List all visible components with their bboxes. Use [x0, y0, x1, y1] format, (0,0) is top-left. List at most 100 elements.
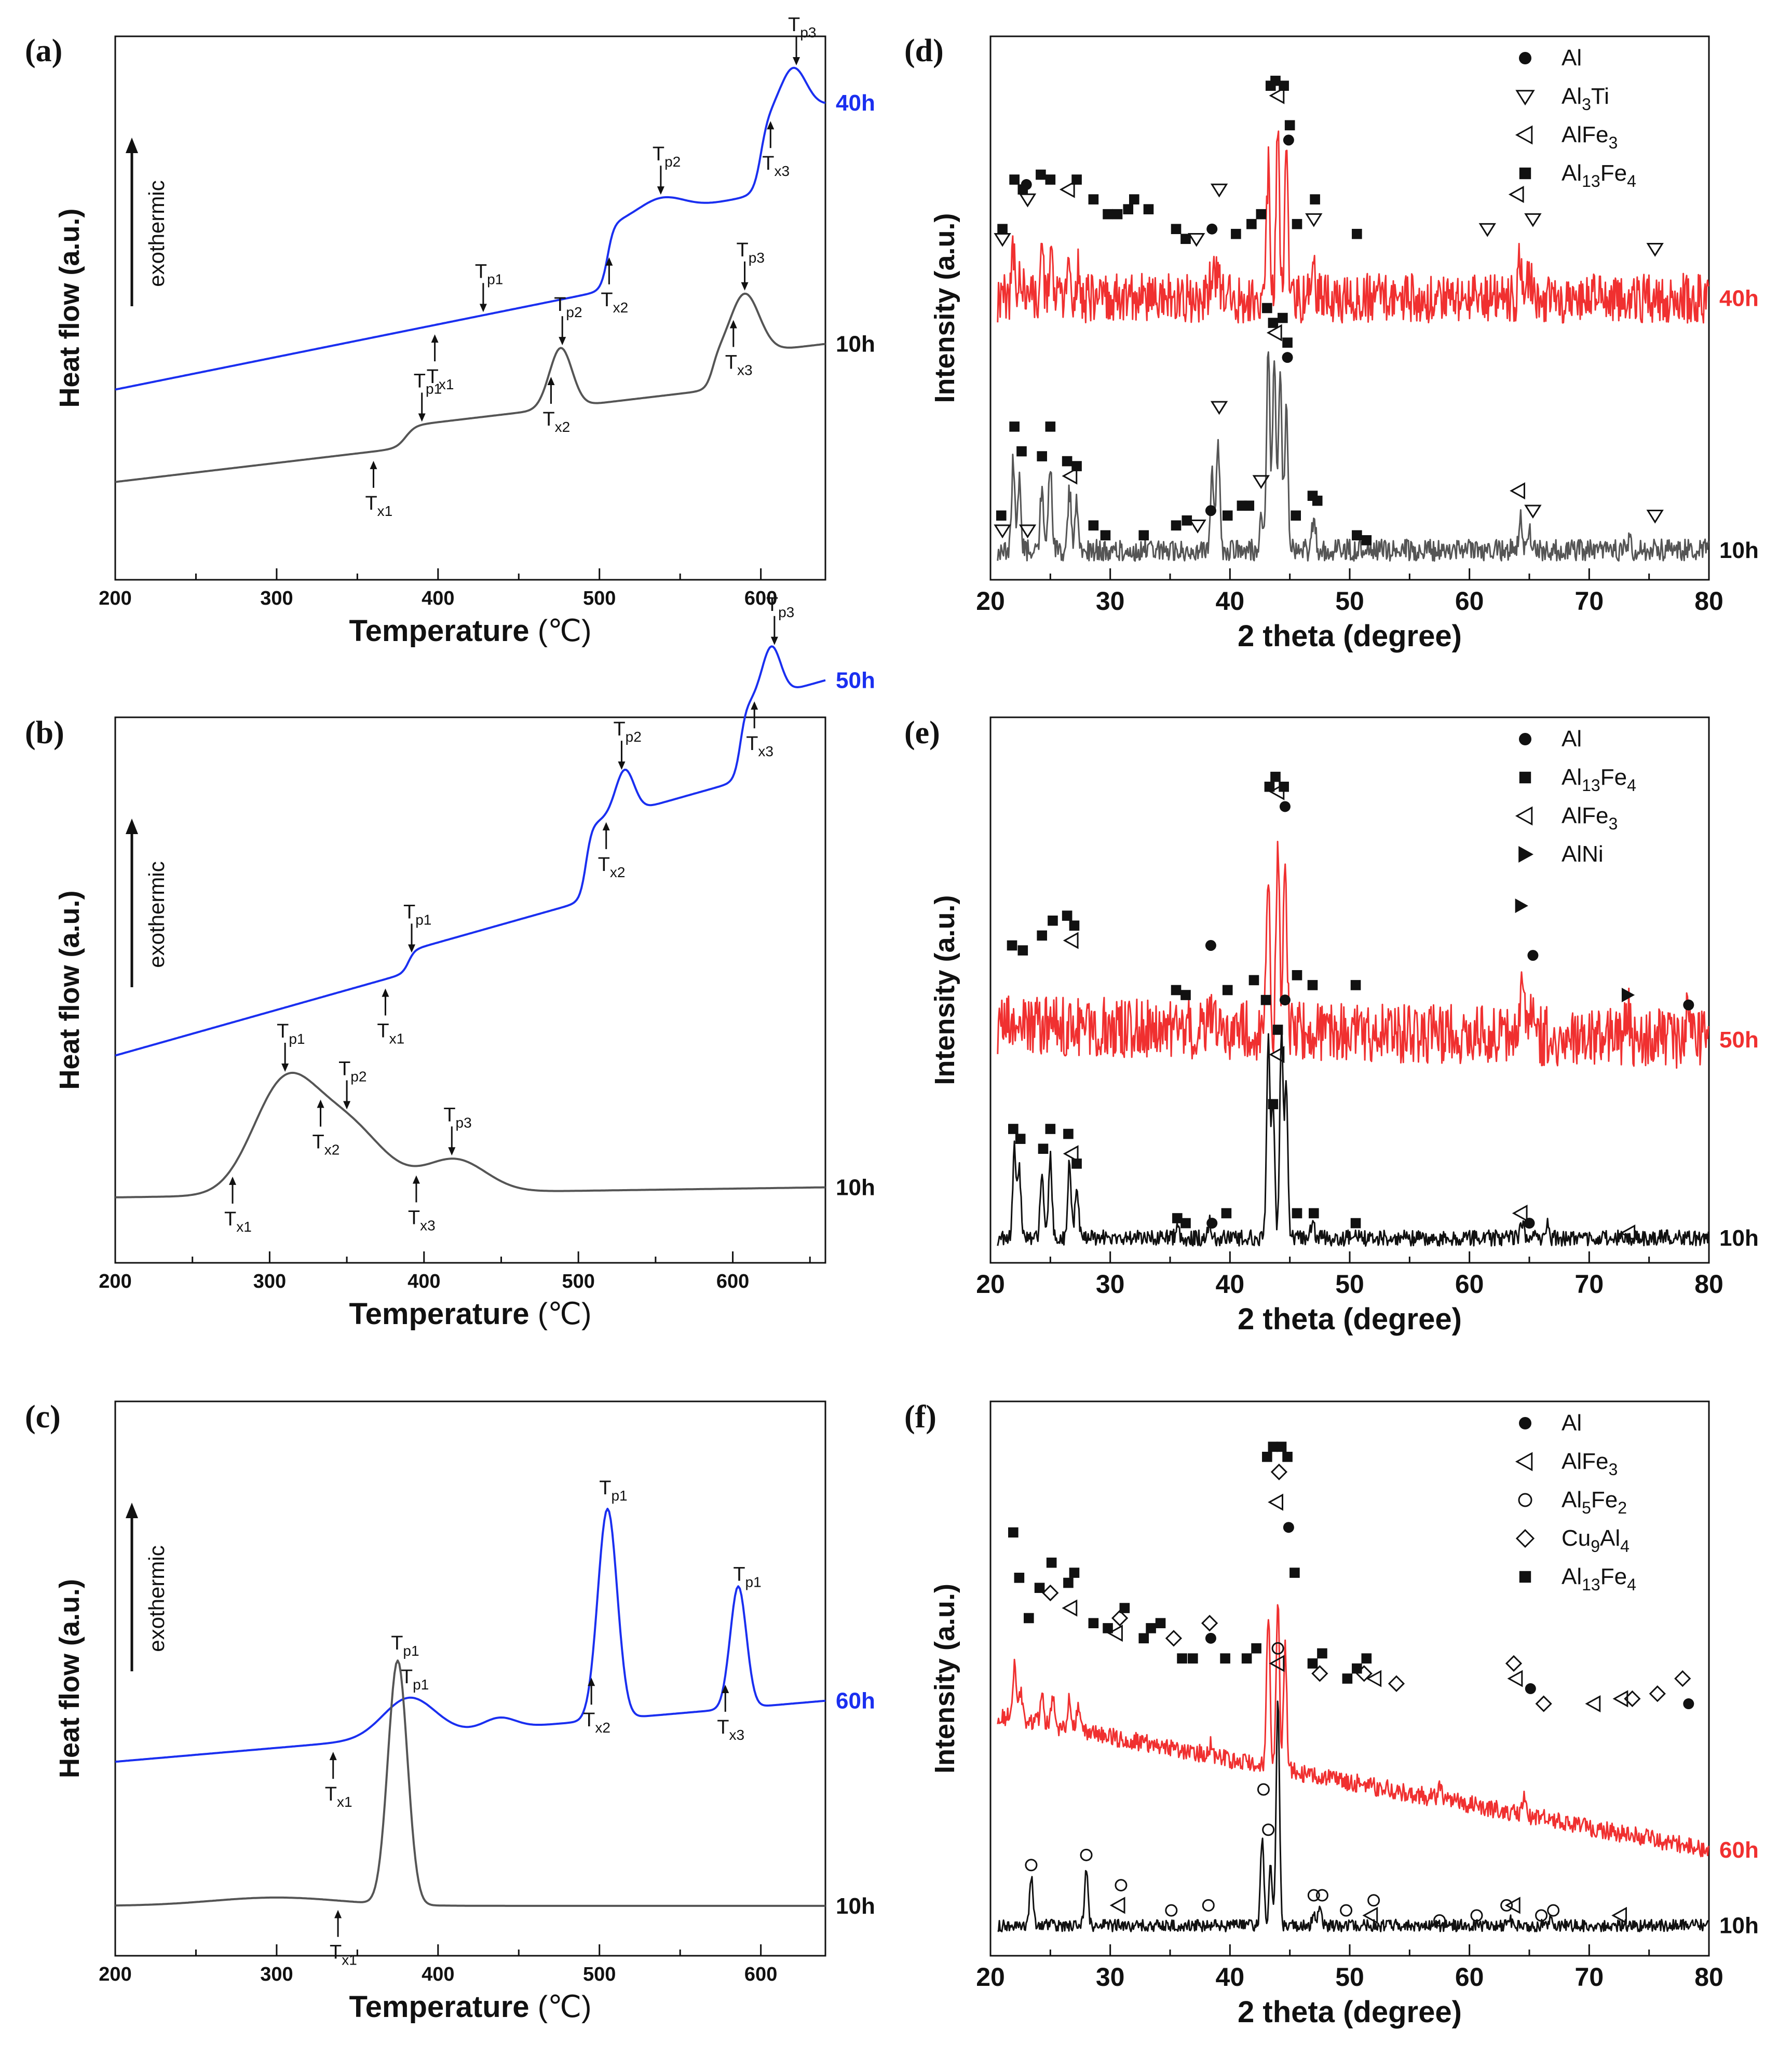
phase-marker	[994, 524, 1011, 539]
annotation-label: Tp1	[414, 370, 442, 397]
panel-label: (c)	[25, 1399, 61, 1435]
legend-label: AlFe3	[1562, 122, 1618, 152]
phase-marker	[1009, 421, 1020, 432]
phase-marker	[1119, 1603, 1130, 1613]
annotation-symbol: T	[717, 1716, 729, 1738]
phase-marker	[1210, 183, 1228, 198]
annotation-symbol: T	[542, 408, 554, 430]
annotation-label: Tp1	[475, 261, 503, 287]
annotation-symbol: T	[788, 14, 800, 36]
phase-marker	[1165, 1630, 1183, 1647]
phase-marker	[1256, 209, 1267, 220]
x-tick-label: 30	[1096, 587, 1125, 616]
phase-marker	[1222, 510, 1233, 521]
annotation-Tx3: Tx3	[408, 1175, 436, 1233]
annotation-subscript: p1	[403, 1643, 419, 1659]
phase-marker	[1206, 223, 1218, 235]
series-line-40h	[997, 130, 1709, 324]
legend-text: Al	[1600, 1525, 1620, 1551]
x-axis-unit: (℃)	[538, 1297, 592, 1331]
annotation-arrowhead	[448, 1147, 456, 1156]
annotation-arrowhead	[281, 1063, 289, 1072]
series-name-tag: 60h	[1719, 1837, 1759, 1863]
panel-label: (b)	[25, 715, 64, 751]
annotation-Tp3: Tp3	[737, 239, 765, 291]
x-tick-label: 40	[1216, 1962, 1245, 1992]
phase-marker	[1270, 75, 1281, 86]
phase-marker	[1252, 475, 1270, 489]
annotation-label: Tp2	[613, 718, 641, 745]
legend-text: Fe	[1591, 1487, 1618, 1512]
annotation-Tx1: Tx1	[330, 1910, 357, 1968]
phase-marker	[1037, 451, 1047, 461]
phase-marker	[1008, 1527, 1019, 1538]
phase-marker	[1244, 500, 1255, 511]
legend-label: Al13Fe4	[1562, 765, 1636, 795]
x-axis-label: 2 theta (degree)	[1238, 1995, 1462, 2029]
annotation-symbol: T	[377, 1020, 389, 1042]
phase-marker	[1080, 1848, 1093, 1861]
legend-marker	[1515, 1452, 1533, 1471]
annotation-symbol: T	[313, 1132, 324, 1153]
annotation-arrowhead	[408, 944, 415, 953]
annotation-arrowhead	[602, 822, 610, 830]
annotation-subscript: x2	[555, 419, 571, 435]
phase-marker	[1307, 1658, 1318, 1669]
legend-text: Al	[1562, 45, 1582, 71]
chart-panel-a: (a) 200 300 400 500 600 Temperature (℃) Heat fl…	[25, 14, 875, 648]
x-tick-label: 30	[1096, 1962, 1125, 1992]
phase-marker	[1524, 1218, 1535, 1229]
phase-marker	[1269, 1046, 1285, 1064]
x-tick-label: 50	[1335, 1962, 1364, 1992]
annotation-label: Tp1	[401, 1666, 429, 1693]
phase-marker	[1312, 495, 1323, 506]
legend-marker	[1515, 806, 1533, 826]
annotation-arrowhead	[329, 1752, 337, 1761]
x-axis-unit: (℃)	[538, 1990, 592, 2024]
phase-marker	[1016, 446, 1027, 457]
phase-marker	[1063, 1577, 1074, 1588]
annotation-Tx1: Tx1	[224, 1176, 252, 1235]
phase-marker	[1507, 1670, 1523, 1687]
x-tick-label: 300	[253, 1271, 286, 1292]
legend-text: Fe	[1600, 160, 1627, 186]
phase-marker	[1264, 781, 1275, 792]
annotation-subscript: p3	[749, 250, 765, 266]
phase-marker	[1305, 213, 1323, 227]
annotation-label: Tx2	[313, 1132, 340, 1158]
annotation-symbol: T	[427, 366, 439, 388]
annotation-label: Tx2	[583, 1709, 610, 1736]
annotation-Tp1: Tp1	[599, 1477, 627, 1504]
legend-subscript: 3	[1608, 814, 1618, 833]
annotation-label: Tx1	[330, 1942, 357, 1968]
phase-marker	[1621, 988, 1635, 1003]
phase-marker	[1352, 228, 1362, 239]
legend-subscript: 4	[1627, 776, 1636, 795]
axes-frame	[114, 35, 826, 581]
phase-marker	[1512, 1204, 1528, 1222]
phase-marker	[997, 224, 1008, 235]
annotation-arrowhead	[588, 1678, 595, 1686]
annotation-symbol: T	[601, 289, 613, 311]
phase-marker	[1062, 910, 1073, 921]
annotation-subscript: p2	[566, 304, 582, 320]
phase-marker	[1282, 337, 1293, 348]
phase-marker	[1069, 920, 1080, 931]
annotation-subscript: x1	[389, 1030, 405, 1046]
phase-marker	[1367, 1894, 1380, 1907]
phase-marker	[1366, 1670, 1382, 1687]
annotation-Tx2: Tx2	[313, 1099, 340, 1158]
legend-text: Fe	[1600, 765, 1627, 790]
phase-marker	[1310, 194, 1320, 205]
series-name-tag: 50h	[836, 668, 875, 693]
phase-marker	[1433, 1914, 1446, 1927]
annotation-symbol: T	[746, 733, 758, 755]
annotation-arrowhead	[343, 1101, 351, 1110]
exotherm-arrow-head	[126, 819, 138, 834]
phase-marker	[1205, 505, 1216, 516]
annotation-symbol: T	[737, 239, 749, 261]
annotation-arrowhead	[317, 1099, 324, 1108]
x-axis-label: Temperature (℃)	[349, 1297, 592, 1331]
annotation-Tx3: Tx3	[725, 320, 753, 378]
